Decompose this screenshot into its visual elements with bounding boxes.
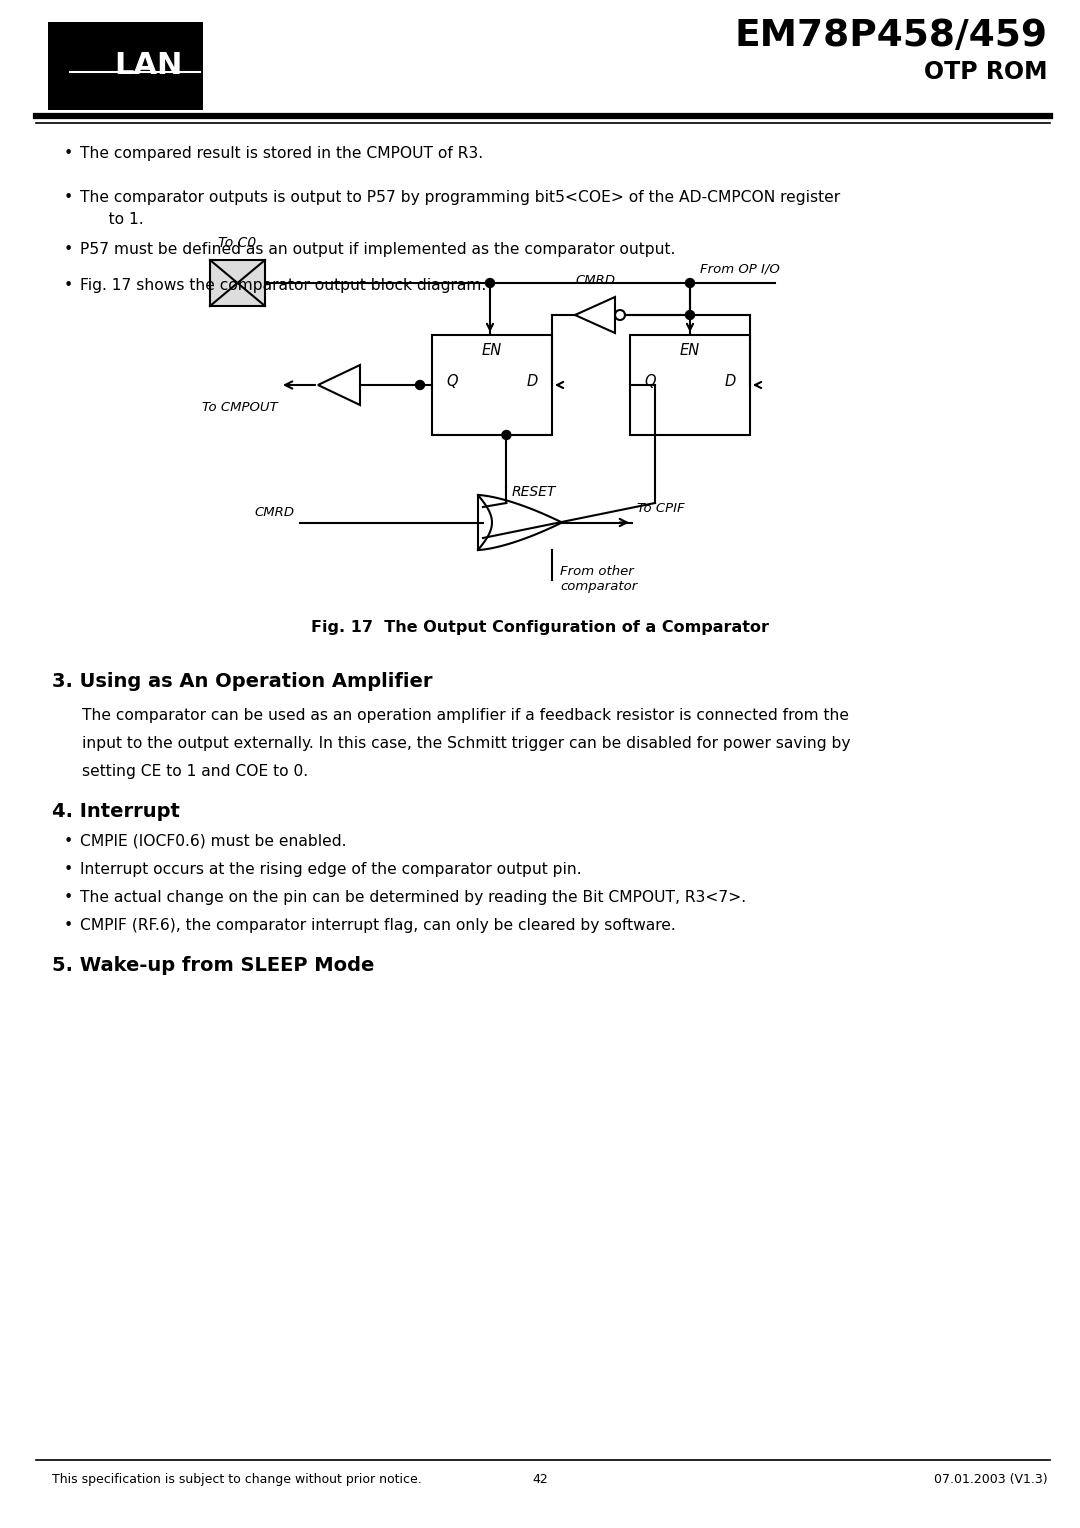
- Text: CMRD: CMRD: [575, 274, 616, 287]
- Text: setting CE to 1 and COE to 0.: setting CE to 1 and COE to 0.: [82, 764, 308, 779]
- Text: CMRD: CMRD: [255, 506, 295, 518]
- Text: CMPIE (IOCF0.6) must be enabled.: CMPIE (IOCF0.6) must be enabled.: [80, 834, 347, 850]
- Text: The comparator can be used as an operation amplifier if a feedback resistor is c: The comparator can be used as an operati…: [82, 707, 849, 723]
- Text: OTP ROM: OTP ROM: [924, 60, 1048, 84]
- Text: to 1.: to 1.: [94, 212, 144, 228]
- Text: •: •: [64, 918, 73, 934]
- Circle shape: [486, 278, 495, 287]
- Text: •: •: [64, 889, 73, 905]
- Text: •: •: [64, 862, 73, 877]
- Text: LAN: LAN: [113, 52, 183, 81]
- Bar: [48, 21, 203, 110]
- Text: 4. Interrupt: 4. Interrupt: [52, 802, 180, 821]
- Text: To CMPOUT: To CMPOUT: [202, 400, 278, 414]
- Circle shape: [502, 431, 511, 440]
- Text: Fig. 17 shows the comparator output block diagram.: Fig. 17 shows the comparator output bloc…: [80, 278, 486, 293]
- Text: Interrupt occurs at the rising edge of the comparator output pin.: Interrupt occurs at the rising edge of t…: [80, 862, 582, 877]
- Text: RESET: RESET: [512, 484, 556, 500]
- Text: EN: EN: [482, 342, 502, 358]
- Text: D: D: [527, 373, 538, 388]
- Text: •: •: [64, 278, 73, 293]
- Text: Fig. 17  The Output Configuration of a Comparator: Fig. 17 The Output Configuration of a Co…: [311, 620, 769, 636]
- Text: •: •: [64, 241, 73, 257]
- Text: EM78P458/459: EM78P458/459: [735, 18, 1048, 53]
- Text: The compared result is stored in the CMPOUT of R3.: The compared result is stored in the CMP…: [80, 147, 483, 160]
- Text: $\mathcal{E}$: $\mathcal{E}$: [52, 18, 103, 96]
- Text: 07.01.2003 (V1.3): 07.01.2003 (V1.3): [934, 1473, 1048, 1487]
- Circle shape: [416, 380, 424, 390]
- Bar: [432, 335, 552, 435]
- Text: •: •: [64, 834, 73, 850]
- Text: From OP I/O: From OP I/O: [700, 261, 780, 275]
- Text: To C0: To C0: [218, 235, 257, 251]
- Text: The comparator outputs is output to P57 by programming bit5<COE> of the AD-CMPCO: The comparator outputs is output to P57 …: [80, 189, 840, 205]
- Text: P57 must be defined as an output if implemented as the comparator output.: P57 must be defined as an output if impl…: [80, 241, 675, 257]
- Text: •: •: [64, 147, 73, 160]
- Text: EN: EN: [680, 342, 700, 358]
- Text: To CPIF: To CPIF: [637, 501, 685, 515]
- Bar: [210, 260, 265, 306]
- Circle shape: [686, 310, 694, 319]
- Text: CMPIF (RF.6), the comparator interrupt flag, can only be cleared by software.: CMPIF (RF.6), the comparator interrupt f…: [80, 918, 676, 934]
- Text: The actual change on the pin can be determined by reading the Bit CMPOUT, R3<7>.: The actual change on the pin can be dete…: [80, 889, 746, 905]
- Text: input to the output externally. In this case, the Schmitt trigger can be disable: input to the output externally. In this …: [82, 736, 851, 750]
- Text: D: D: [725, 373, 735, 388]
- Text: 3. Using as An Operation Amplifier: 3. Using as An Operation Amplifier: [52, 672, 432, 691]
- Bar: [630, 335, 750, 435]
- Text: Q: Q: [446, 373, 458, 388]
- Text: 5. Wake-up from SLEEP Mode: 5. Wake-up from SLEEP Mode: [52, 957, 375, 975]
- Text: This specification is subject to change without prior notice.: This specification is subject to change …: [52, 1473, 422, 1487]
- Text: From other
comparator: From other comparator: [561, 565, 637, 593]
- Text: Q: Q: [644, 373, 656, 388]
- Text: •: •: [64, 189, 73, 205]
- Text: 42: 42: [532, 1473, 548, 1487]
- Circle shape: [686, 278, 694, 287]
